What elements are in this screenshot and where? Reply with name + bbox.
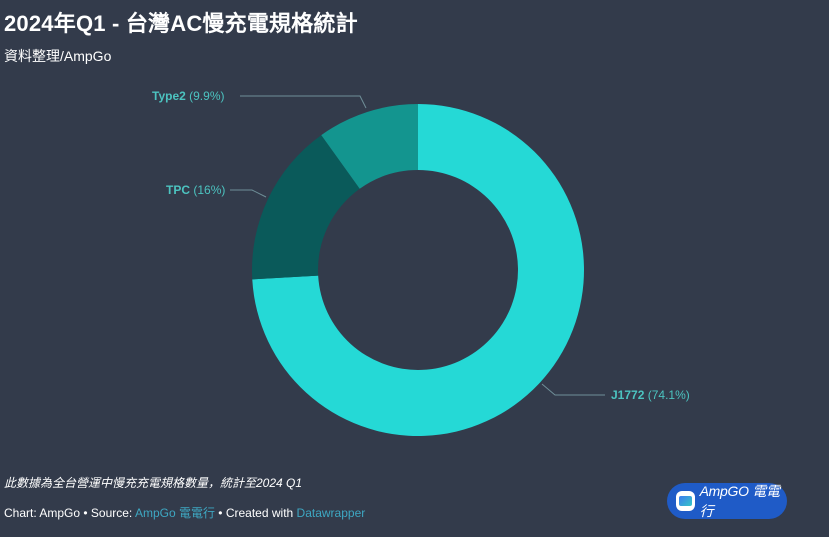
- chart-subtitle: 資料整理/AmpGo: [4, 48, 112, 64]
- label-tpc: TPC (16%): [166, 183, 225, 197]
- datawrapper-link[interactable]: Datawrapper: [296, 506, 366, 520]
- ampgo-logo-icon: [676, 491, 695, 511]
- slice-type2[interactable]: [321, 104, 418, 189]
- label-j1772: J1772 (74.1%): [611, 388, 690, 402]
- leader-line-j1772: [541, 383, 605, 396]
- leader-line-tpc: [230, 189, 267, 198]
- credits: Chart: AmpGo • Source: AmpGo 電電行 • Creat…: [4, 504, 365, 521]
- slice-tpc[interactable]: [252, 135, 360, 280]
- label-type2: Type2 (9.9%): [152, 89, 224, 103]
- badge-text: AmpGO 電電行: [699, 483, 780, 519]
- ampgo-badge[interactable]: AmpGO 電電行: [667, 483, 787, 519]
- slice-j1772[interactable]: [252, 104, 584, 436]
- credits-created: • Created with: [214, 506, 297, 520]
- footnote: 此數據為全台營運中慢充充電規格數量，統計至2024 Q1: [4, 476, 303, 490]
- credits-prefix: Chart: AmpGo • Source:: [4, 506, 135, 520]
- source-link[interactable]: AmpGo 電電行: [134, 506, 215, 520]
- chart-title: 2024年Q1 - 台灣AC慢充電規格統計: [4, 11, 358, 36]
- leader-line-type2: [240, 95, 367, 109]
- donut-slices: [252, 104, 584, 436]
